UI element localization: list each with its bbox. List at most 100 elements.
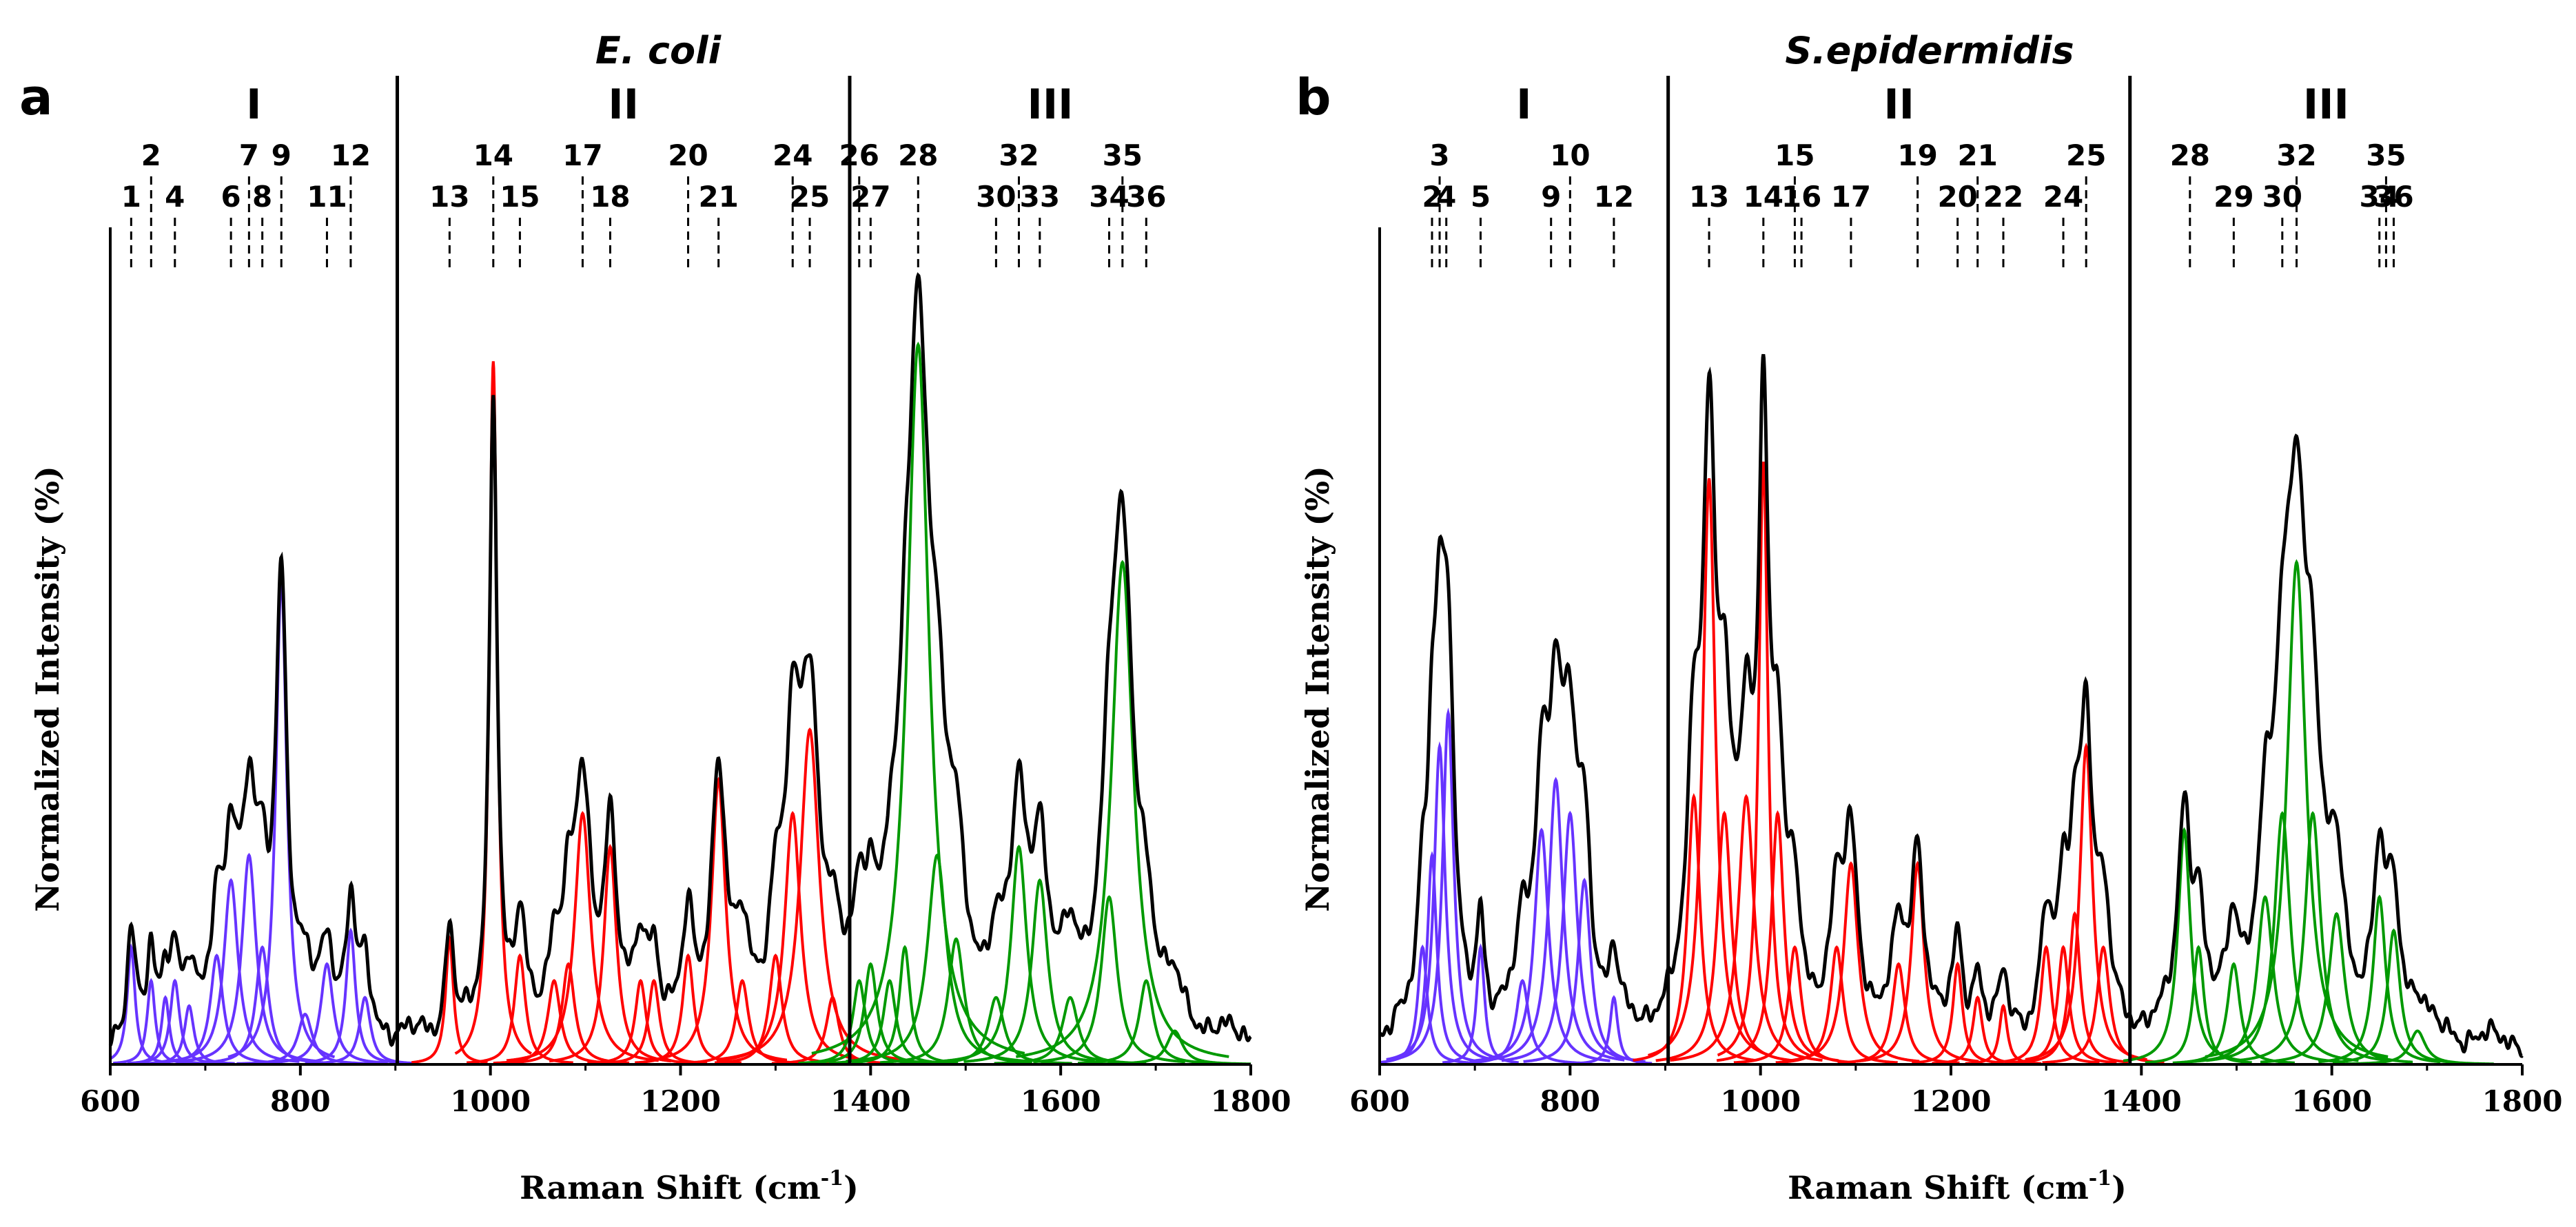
x-tick-label-1000: 1000: [1720, 1084, 1801, 1118]
x-tick-label-1600: 1600: [1021, 1084, 1101, 1118]
region-label-3: III: [2303, 81, 2349, 129]
band-marker-label-22: 22: [1983, 180, 2023, 214]
band-marker-label-6: 6: [221, 180, 241, 214]
band-marker-label-14: 14: [1744, 180, 1783, 214]
component-peak-9: [1501, 810, 1639, 1062]
component-peak-11: [236, 1013, 374, 1065]
band-marker-label-24: 24: [773, 138, 812, 172]
component-peak-28: [2021, 911, 2128, 1064]
band-marker-label-17: 17: [562, 138, 602, 172]
x-tick-label-1600: 1600: [2291, 1084, 2372, 1118]
band-marker-label-30: 30: [976, 180, 1016, 214]
component-peak-9: [201, 945, 324, 1064]
band-marker-label-10: 10: [1550, 138, 1590, 172]
band-marker-label-34: 34: [2360, 180, 2400, 214]
panel-b-sepidermidis: b S.epidermidis Normalized Intensity (%)…: [1296, 29, 2562, 1206]
component-peak-20: [1782, 861, 1920, 1063]
composite-spectrum: [1379, 353, 2524, 1058]
band-marker-label-9: 9: [1541, 180, 1561, 214]
component-peak-34: [851, 945, 959, 1064]
component-peak-7: [1473, 827, 1611, 1062]
component-peak-40: [2333, 928, 2455, 1064]
component-peak-35: [811, 341, 1025, 1055]
component-peak-16: [454, 361, 532, 1055]
band-marker-label-7: 7: [239, 138, 259, 172]
band-marker-label-28: 28: [2170, 138, 2210, 172]
component-peak-16: [1717, 461, 1810, 1057]
x-tick-label-1000: 1000: [450, 1084, 531, 1118]
band-marker-label-25: 25: [2066, 138, 2106, 172]
band-marker-label-5: 5: [1471, 180, 1491, 214]
band-marker-label-32: 32: [999, 138, 1039, 172]
x-tick-label-800: 800: [270, 1084, 331, 1118]
component-peak-30: [771, 996, 894, 1065]
region-label-2: II: [608, 81, 639, 129]
composite-spectrum: [108, 272, 1252, 1047]
component-peak-37: [880, 937, 1032, 1064]
band-marker-label-27: 27: [850, 180, 890, 214]
x-axis-label: Raman Shift (cm-1): [1788, 1166, 2127, 1206]
band-marker-label-1: 1: [121, 180, 141, 214]
band-marker-label-14: 14: [473, 138, 513, 172]
component-peak-7: [162, 878, 300, 1063]
band-marker-label-20: 20: [668, 138, 708, 172]
band-marker-label-2: 2: [141, 138, 161, 172]
component-peak-43: [1016, 559, 1229, 1058]
component-peak-14: [311, 996, 418, 1065]
band-marker-label-4: 4: [1436, 180, 1456, 214]
band-marker-label-4: 4: [165, 180, 185, 214]
band-marker-label-3: 3: [1429, 138, 1449, 172]
panel-label: b: [1296, 68, 1331, 126]
x-tick-label-1800: 1800: [1211, 1084, 1291, 1118]
y-axis-label: Normalized Intensity (%): [29, 466, 66, 911]
component-peak-26: [1992, 945, 2100, 1064]
component-peak-44: [1078, 979, 1215, 1065]
region-label-1: I: [246, 81, 261, 129]
component-peak-21: [549, 843, 671, 1063]
component-peak-4: [1394, 708, 1502, 1061]
band-marker-label-12: 12: [1594, 180, 1634, 214]
band-marker-label-18: 18: [590, 180, 630, 214]
component-peak-3: [1386, 741, 1493, 1061]
band-marker-label-11: 11: [307, 180, 347, 214]
component-peak-15: [1670, 794, 1823, 1062]
x-tick-label-600: 600: [80, 1084, 141, 1118]
x-tick-label-800: 800: [1540, 1084, 1600, 1118]
band-marker-label-35: 35: [2366, 138, 2406, 172]
region-label-3: III: [1028, 81, 1074, 129]
band-marker-label-35: 35: [1103, 138, 1143, 172]
component-peak-12: [1633, 793, 1755, 1062]
band-marker-label-15: 15: [1775, 138, 1815, 172]
band-marker-label-12: 12: [331, 138, 371, 172]
component-peak-15: [411, 935, 488, 1064]
band-marker-label-32: 32: [2276, 138, 2316, 172]
x-tick-label-1200: 1200: [640, 1084, 721, 1118]
band-marker-label-24: 24: [2043, 180, 2083, 214]
component-peak-32: [809, 962, 932, 1064]
component-peak-23: [1912, 961, 2004, 1064]
x-tick-label-1200: 1200: [1911, 1084, 1992, 1118]
band-marker-label-20: 20: [1937, 180, 1977, 214]
component-peak-13: [305, 927, 397, 1064]
component-peak-17: [1716, 810, 1839, 1062]
x-tick-label-1800: 1800: [2482, 1084, 2563, 1118]
component-peak-6: [1461, 978, 1584, 1065]
component-peak-42: [1032, 895, 1186, 1064]
component-peak-39: [2318, 894, 2441, 1064]
x-tick-label-1400: 1400: [830, 1084, 911, 1118]
region-label-2: II: [1883, 81, 1914, 129]
x-tick-label-1400: 1400: [2101, 1084, 2182, 1118]
band-marker-label-13: 13: [1689, 180, 1729, 214]
band-marker-label-36: 36: [1126, 180, 1166, 214]
component-peak-11: [1575, 995, 1653, 1065]
component-peak-30: [2042, 945, 2165, 1064]
component-peak-40: [963, 878, 1116, 1063]
band-marker-label-28: 28: [898, 138, 938, 172]
band-marker-label-17: 17: [1831, 180, 1871, 214]
x-tick-label-600: 600: [1349, 1084, 1410, 1118]
band-marker-label-15: 15: [500, 180, 540, 214]
band-marker-label-13: 13: [429, 180, 469, 214]
component-peak-18: [1733, 945, 1857, 1064]
band-marker-label-21: 21: [1957, 138, 1997, 172]
